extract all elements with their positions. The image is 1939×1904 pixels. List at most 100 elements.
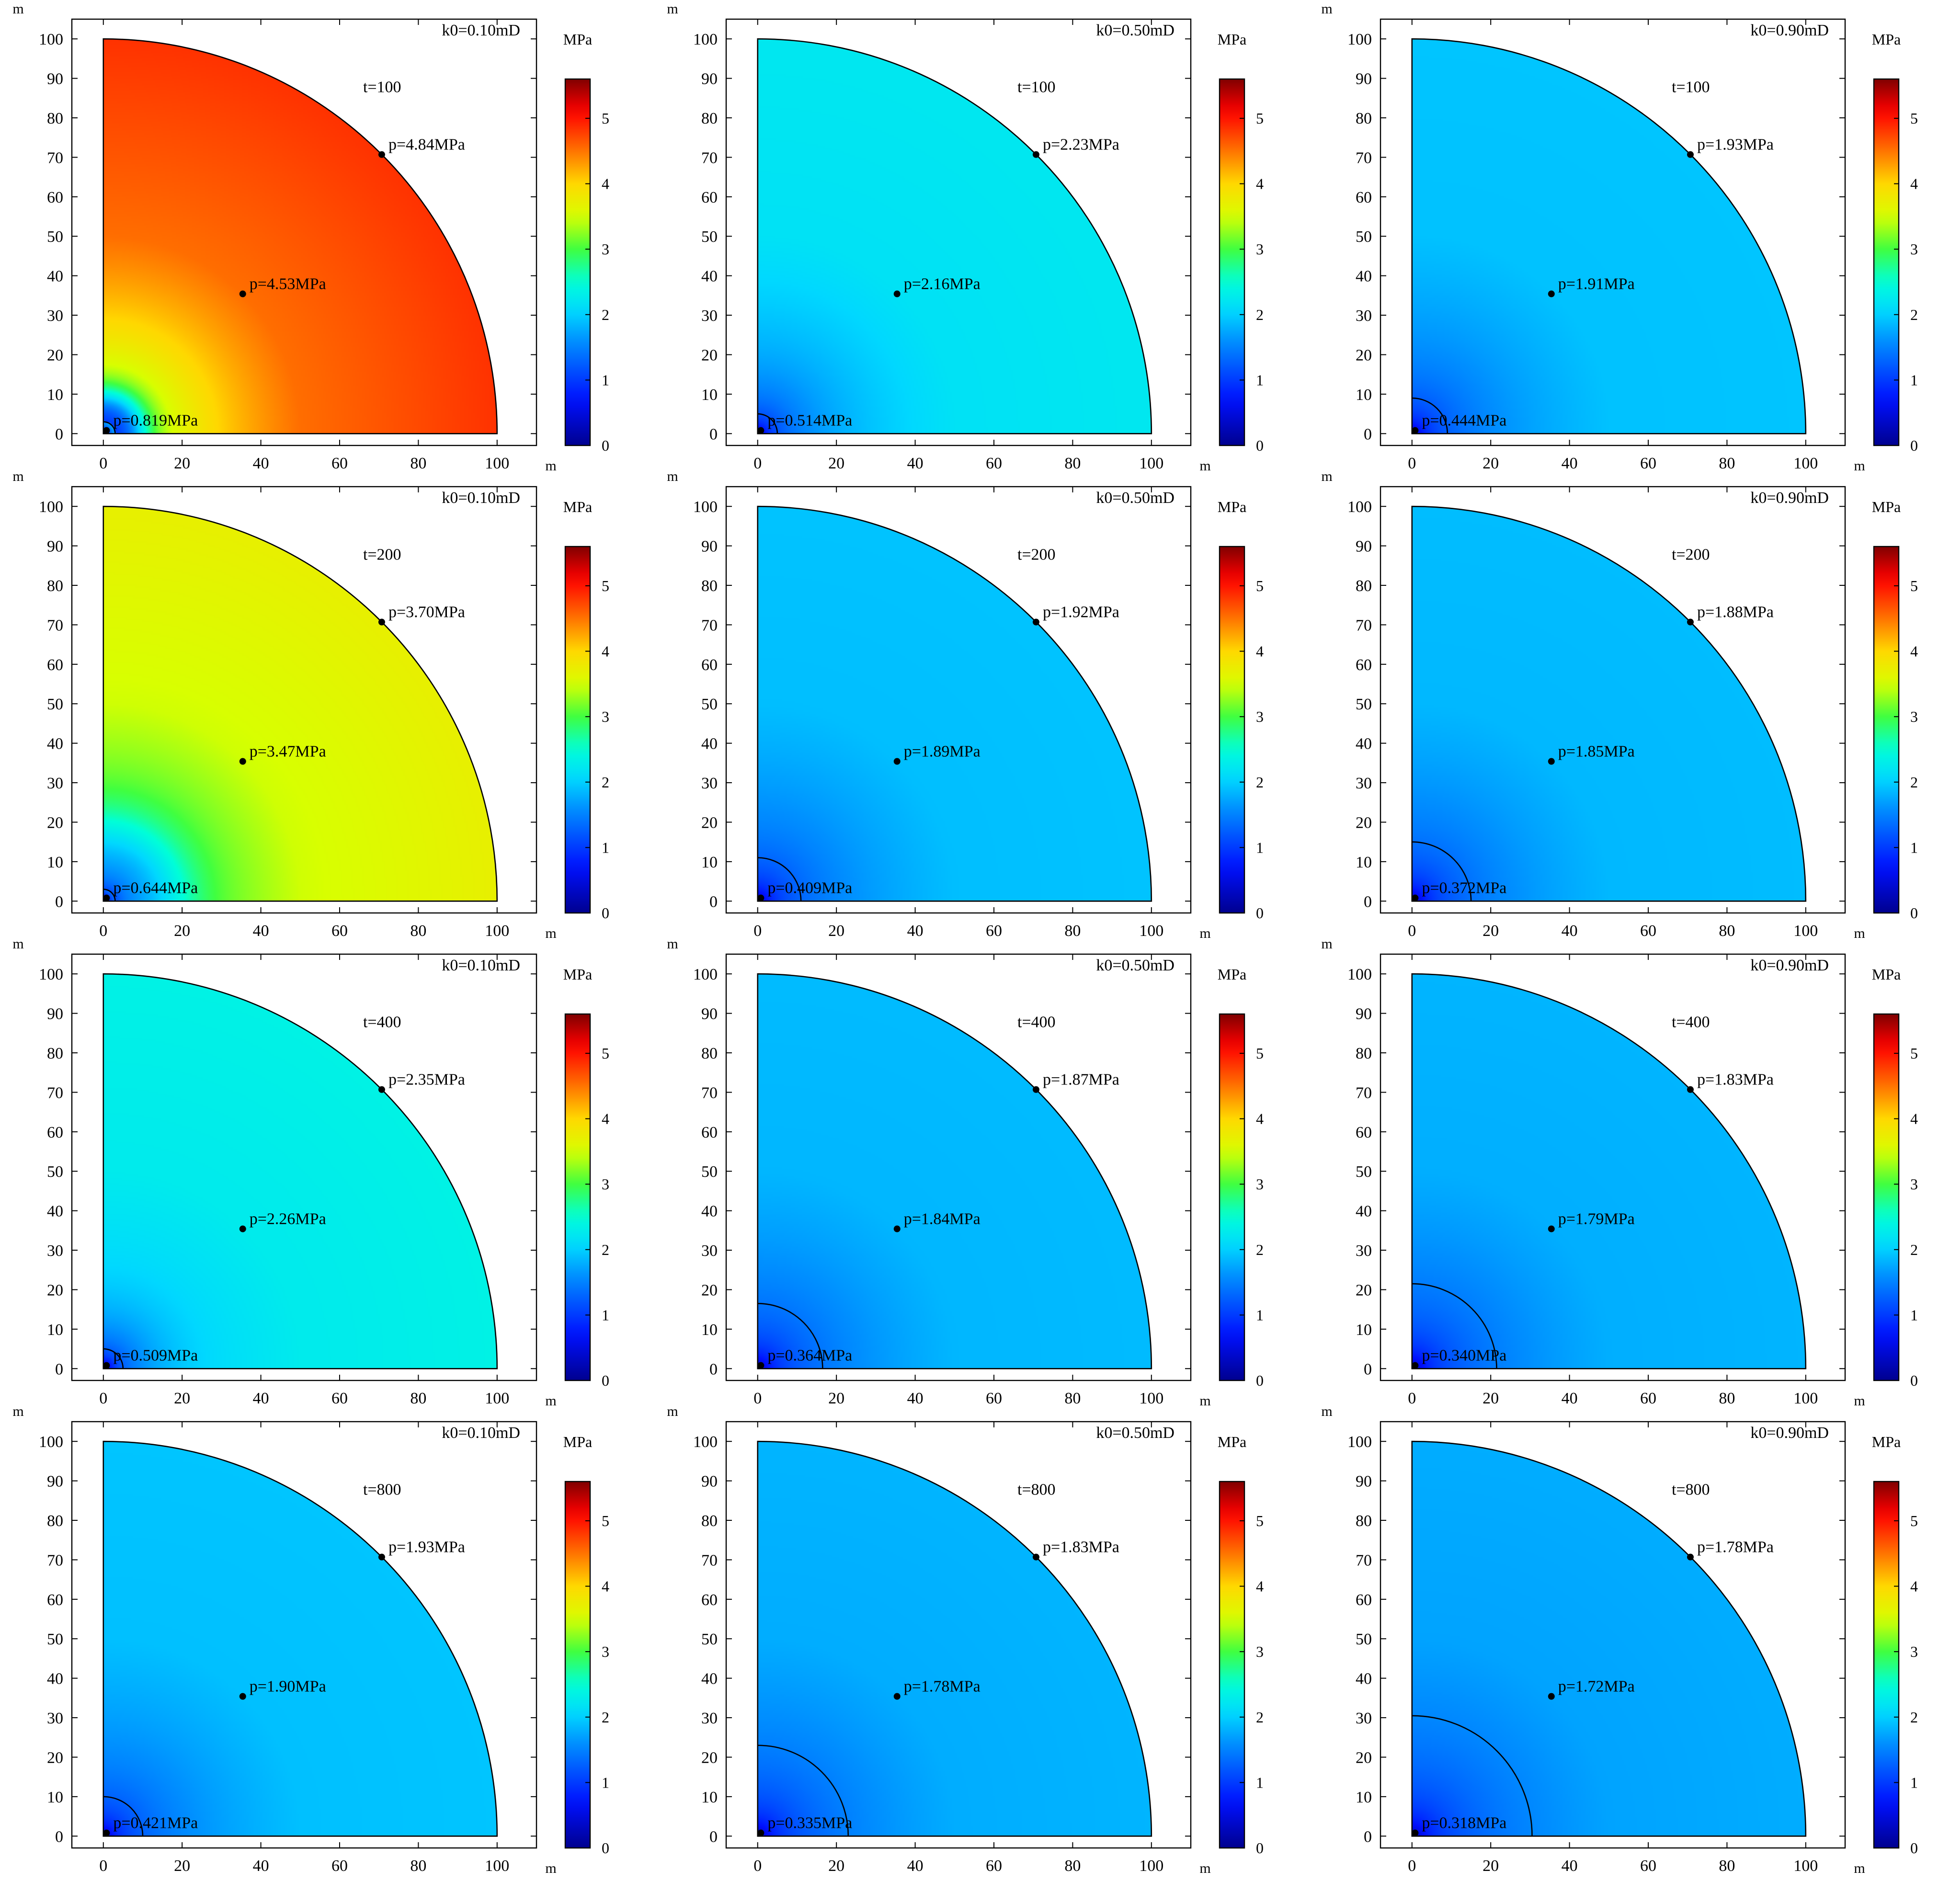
probe-label: p=1.83MPa — [1043, 1539, 1119, 1556]
pressure-panel: 0 20 40 60 80 1000102030405060708090100mmp=0.… — [1321, 936, 1918, 1409]
y-unit-label: m — [667, 468, 678, 484]
colorbar-tick-label: 4 — [1256, 175, 1264, 193]
y-tick-label: 80 — [701, 1045, 718, 1062]
x-tick-label: 100 — [485, 1390, 509, 1407]
probe-point — [1032, 618, 1039, 626]
t-label: t=400 — [1672, 1013, 1710, 1031]
y-tick-label: 0 — [55, 1828, 63, 1846]
y-tick-label: 0 — [1364, 425, 1372, 443]
y-tick-label: 90 — [1356, 1005, 1372, 1023]
contour-line — [103, 889, 116, 901]
probe-point — [1548, 1693, 1555, 1700]
colorbar-tick-label: 5 — [602, 1045, 609, 1062]
y-tick-label: 0 — [1364, 1828, 1372, 1846]
axes-frame — [71, 1421, 537, 1849]
pressure-panel: 0 20 40 60 80 1000102030405060708090100mmp=0.… — [667, 936, 1264, 1409]
colorbar-tick-label: 1 — [602, 371, 609, 388]
probe-point — [1032, 1553, 1039, 1561]
axes-frame — [1380, 953, 1846, 1381]
x-tick-label: 40 — [907, 1390, 924, 1407]
x-tick-label: 80 — [1064, 1857, 1081, 1875]
x-tick-label: 40 — [907, 455, 924, 472]
colorbar-tick-label: 1 — [1910, 839, 1918, 856]
axes-frame — [71, 953, 537, 1381]
contour-line — [1412, 841, 1472, 901]
y-tick-label: 10 — [701, 386, 718, 404]
axes-frame — [1380, 18, 1846, 446]
y-tick-label: 10 — [1356, 386, 1372, 404]
x-tick-label: 100 — [1793, 455, 1818, 472]
probe-label: p=0.421MPa — [113, 1814, 198, 1832]
y-tick-label: 100 — [1347, 966, 1372, 983]
pressure-panel: 0 20 40 60 80 1000102030405060708090100mmp=0.… — [667, 1, 1264, 474]
y-tick-label: 50 — [47, 1163, 63, 1181]
contour-line — [103, 1796, 144, 1836]
y-tick-label: 60 — [1356, 656, 1372, 674]
contour-line — [1412, 1715, 1533, 1836]
y-tick-label: 100 — [693, 966, 718, 983]
y-tick-label: 70 — [701, 1084, 718, 1102]
y-tick-label: 20 — [701, 1281, 718, 1299]
probe-label: p=3.47MPa — [250, 743, 326, 761]
y-tick-label: 100 — [39, 1433, 63, 1451]
y-unit-label: m — [12, 1403, 23, 1419]
x-tick-label: 20 — [1483, 1857, 1499, 1875]
colorbar-tick-label: 3 — [1910, 240, 1918, 258]
pressure-panel: 0 20 40 60 80 1000102030405060708090100mmp=0.… — [12, 936, 609, 1409]
colorbar-title: MPa — [563, 1433, 592, 1450]
probe-point — [103, 1829, 110, 1836]
t-label: t=800 — [1017, 1481, 1056, 1498]
x-tick-label: 80 — [1719, 1390, 1735, 1407]
y-unit-label: m — [667, 1, 678, 17]
probe-point — [378, 151, 385, 158]
probe-label: p=1.91MPa — [1558, 275, 1635, 293]
y-tick-label: 60 — [701, 656, 718, 674]
x-tick-label: 20 — [828, 922, 844, 940]
colorbar-tick-label: 0 — [1256, 1372, 1264, 1389]
y-tick-label: 50 — [1356, 1163, 1372, 1181]
y-tick-label: 30 — [1356, 307, 1372, 325]
pressure-field — [1412, 39, 1806, 434]
x-tick-label: 80 — [410, 1857, 426, 1875]
y-unit-label: m — [1321, 468, 1332, 484]
pressure-field — [757, 974, 1152, 1369]
probe-label: p=0.509MPa — [113, 1347, 198, 1365]
colorbar-tick-label: 1 — [1256, 1774, 1264, 1791]
k0-label: k0=0.90mD — [1750, 957, 1829, 974]
k0-label: k0=0.50mD — [1096, 957, 1175, 974]
colorbar-tick-label: 4 — [602, 1578, 609, 1595]
probe-label: p=1.87MPa — [1043, 1071, 1119, 1089]
x-tick-label: 80 — [410, 922, 426, 940]
probe-label: p=1.78MPa — [904, 1678, 981, 1696]
x-tick-label: 60 — [986, 922, 1002, 940]
probe-label: p=2.23MPa — [1043, 136, 1119, 154]
probe-label: p=2.16MPa — [904, 275, 981, 293]
probe-point — [893, 758, 901, 765]
probe-point — [239, 758, 246, 765]
y-tick-label: 20 — [701, 814, 718, 832]
colorbar-title: MPa — [1218, 1433, 1246, 1450]
y-tick-label: 50 — [701, 1163, 718, 1181]
colorbar — [1219, 78, 1245, 446]
y-tick-label: 60 — [701, 1124, 718, 1141]
y-tick-label: 40 — [47, 1203, 63, 1220]
x-tick-label: 20 — [1483, 1390, 1499, 1407]
x-tick-label: 20 — [828, 455, 844, 472]
contour-line — [757, 413, 778, 434]
x-tick-label: 20 — [174, 455, 190, 472]
x-tick-label: 100 — [485, 922, 509, 940]
colorbar-tick-label: 2 — [602, 774, 609, 791]
x-tick-label: 60 — [1640, 455, 1656, 472]
probe-point — [1687, 618, 1694, 626]
x-tick-label: 80 — [1064, 1390, 1081, 1407]
y-tick-label: 30 — [701, 307, 718, 325]
colorbar-tick-label: 1 — [1256, 371, 1264, 388]
t-label: t=200 — [1672, 546, 1710, 563]
contour-line — [1412, 397, 1449, 434]
axes-frame — [725, 953, 1192, 1381]
colorbar-tick-label: 3 — [602, 1175, 609, 1193]
colorbar-tick-label: 2 — [1256, 774, 1264, 791]
x-tick-label: 40 — [1562, 922, 1578, 940]
colorbar-tick-label: 2 — [1910, 774, 1918, 791]
x-tick-label: 0 — [1408, 1390, 1416, 1407]
